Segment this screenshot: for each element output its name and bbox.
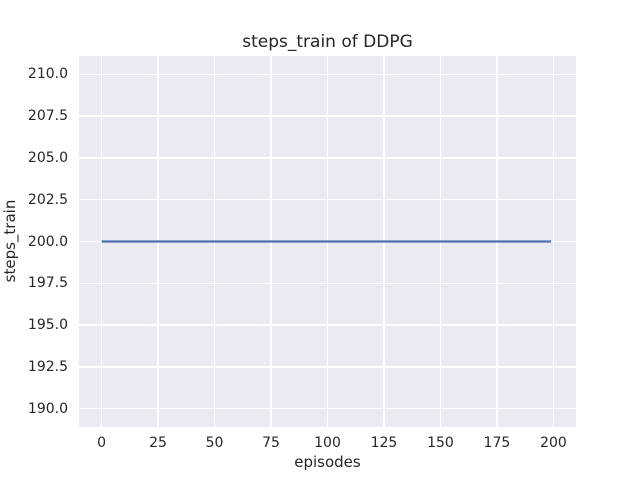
gridline-horizontal [79, 407, 576, 410]
x-tick-label: 175 [483, 435, 511, 451]
gridline-horizontal [79, 198, 576, 201]
gridline-horizontal [79, 324, 576, 326]
x-axis-label: episodes [294, 453, 361, 471]
x-tick-label: 25 [149, 435, 167, 451]
y-tick-label: 192.5 [27, 358, 68, 375]
gridline-horizontal [79, 366, 576, 368]
x-tick-label: 75 [262, 435, 280, 451]
y-tick-label: 197.5 [27, 275, 68, 292]
y-tick-label: 202.5 [27, 191, 68, 208]
y-tick-label: 205.0 [27, 149, 68, 166]
x-tick-label: 150 [427, 435, 454, 451]
x-tick-label: 200 [540, 435, 567, 451]
chart-title: steps_train of DDPG [242, 32, 413, 52]
gridline-horizontal [79, 282, 576, 285]
gridline-horizontal [79, 115, 576, 117]
y-tick-label: 207.5 [27, 108, 68, 125]
y-axis-label: steps_train [1, 199, 19, 283]
x-tick-label: 125 [370, 435, 398, 451]
y-tick-label: 200.0 [27, 233, 68, 250]
series-layer [101, 240, 552, 243]
y-tick-label: 195.0 [27, 317, 68, 334]
plot-area [79, 56, 576, 427]
y-tick-label: 210.0 [27, 66, 68, 83]
x-tick-label: 100 [314, 435, 341, 451]
x-tick-label: 50 [205, 435, 224, 451]
y-tick-label: 190.0 [27, 400, 68, 417]
gridline-horizontal [79, 73, 576, 76]
gridline-horizontal [79, 157, 576, 159]
x-tick-label: 0 [97, 435, 107, 451]
